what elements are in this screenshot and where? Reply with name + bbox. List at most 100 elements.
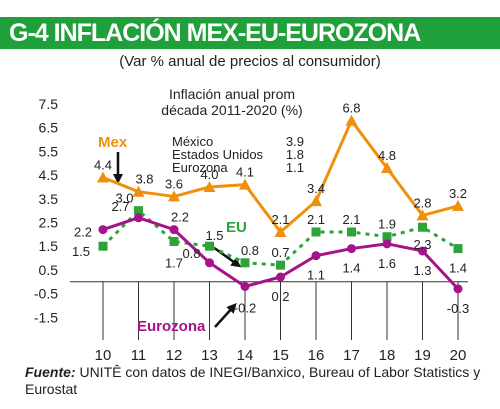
data-point-eu (134, 206, 143, 216)
y-tick-label: 2.5 (39, 215, 59, 231)
data-point-mex (239, 178, 251, 190)
inset-title-line2: década 2011-2020 (%) (161, 102, 302, 118)
data-label: 2.3 (413, 237, 431, 252)
x-tick-label: 13 (201, 347, 218, 364)
data-point-eurozona (311, 251, 321, 261)
x-tick-label: 15 (272, 347, 289, 364)
x-tick-label: 10 (95, 347, 112, 364)
data-point-mex (274, 225, 287, 237)
series-name-mex: Mex (98, 134, 128, 151)
y-tick-label: 4.5 (39, 167, 59, 183)
data-label: 0.8 (241, 243, 259, 258)
data-label: 1.4 (449, 261, 467, 276)
data-point-mex (132, 185, 145, 197)
data-point-eu (453, 244, 463, 254)
data-label: 2.2 (171, 210, 189, 225)
inset-row-value: 1.8 (286, 147, 304, 162)
data-label: 6.8 (342, 101, 360, 116)
x-tick-label: 17 (343, 347, 360, 364)
data-label: 0.2 (271, 289, 289, 304)
y-tick-label: 7.5 (39, 96, 59, 112)
data-label: 2.2 (74, 225, 92, 240)
data-label: 1.7 (165, 255, 183, 270)
footer-text: UNITÊ con datos de INEGI/Banxico, Bureau… (25, 364, 481, 397)
data-point-eurozona (98, 225, 108, 235)
arrow-eu (212, 245, 242, 268)
data-point-eurozona (276, 272, 285, 282)
series-name-eurozona: Eurozona (137, 318, 206, 335)
data-point-eurozona (169, 225, 179, 235)
data-point-eu (418, 222, 427, 232)
data-label: 3.4 (307, 181, 325, 196)
data-point-eurozona (453, 284, 463, 294)
chart-title: G-4 INFLACIÓN MEX-EU-EUROZONA (9, 19, 421, 47)
x-tick-label: 20 (450, 347, 467, 364)
data-label: 1.6 (378, 256, 396, 271)
y-tick-label: 5.5 (39, 143, 59, 159)
data-point-eu (98, 241, 108, 251)
data-point-eu (347, 227, 356, 237)
data-label: 0.8 (182, 246, 200, 261)
data-label: 2.1 (307, 212, 325, 227)
data-point-eurozona (134, 213, 143, 223)
data-point-eu (382, 232, 392, 242)
x-tick-label: 12 (166, 347, 183, 364)
data-label: 1.5 (72, 244, 90, 259)
data-label: 3.0 (115, 191, 133, 206)
y-tick-label: 3.5 (39, 191, 59, 207)
footer-source: Fuente: UNITÊ con datos de INEGI/Banxico… (25, 364, 495, 398)
data-label: 3.8 (135, 172, 153, 187)
y-tick-label: -0.5 (34, 286, 58, 302)
data-label: -0.3 (447, 301, 469, 316)
data-point-eurozona (382, 239, 392, 249)
data-point-mex (168, 190, 180, 202)
x-tick-label: 16 (308, 347, 325, 364)
data-point-mex (203, 180, 216, 192)
inset-title-line1: Inflación anual prom (169, 86, 295, 102)
data-label: 4.0 (200, 167, 218, 182)
data-label: 2.7 (111, 199, 129, 214)
data-label: 2.8 (413, 195, 431, 210)
data-point-eu (311, 227, 321, 237)
data-label: 4.1 (236, 165, 254, 180)
data-point-mex (452, 199, 464, 211)
data-label: 0.7 (271, 245, 289, 260)
data-point-mex (345, 114, 358, 126)
data-label: 3.6 (165, 176, 183, 191)
x-tick-label: 18 (379, 347, 396, 364)
data-label: -0.2 (234, 300, 256, 315)
data-point-eurozona (347, 244, 356, 254)
data-point-mex (381, 161, 393, 173)
y-tick-label: -1.5 (34, 309, 58, 325)
data-point-eurozona (240, 281, 250, 291)
data-label: 2.1 (342, 212, 360, 227)
data-label: 4.8 (378, 148, 396, 163)
data-point-eu (169, 236, 179, 246)
x-tick-label: 11 (131, 347, 147, 364)
data-point-mex (416, 209, 429, 221)
title-bar: G-4 INFLACIÓN MEX-EU-EUROZONA (0, 17, 500, 49)
inset-row-name: Eurozona (172, 160, 228, 175)
y-tick-label: 1.5 (39, 238, 59, 254)
data-label: 1.9 (378, 217, 396, 232)
data-label: 1.5 (205, 228, 223, 243)
inset-row-value: 3.9 (286, 134, 304, 149)
data-point-eu (276, 260, 285, 270)
inset-row-value: 1.1 (286, 160, 304, 175)
data-label: 4.4 (94, 157, 112, 172)
data-label: 1.4 (342, 261, 360, 276)
inset-row-name: Estados Unidos (172, 147, 264, 162)
data-label: 2.1 (271, 212, 289, 227)
data-label: 1.1 (307, 268, 325, 283)
x-tick-label: 14 (237, 347, 254, 364)
inset-row-name: México (172, 134, 213, 149)
y-tick-label: 0.5 (39, 262, 59, 278)
data-point-eurozona (205, 258, 214, 268)
data-point-eurozona (418, 246, 427, 256)
data-label: 3.2 (449, 186, 467, 201)
footer-label: Fuente: (25, 364, 76, 380)
data-label: 1.3 (413, 263, 431, 278)
arrow-eurozona (214, 303, 237, 328)
